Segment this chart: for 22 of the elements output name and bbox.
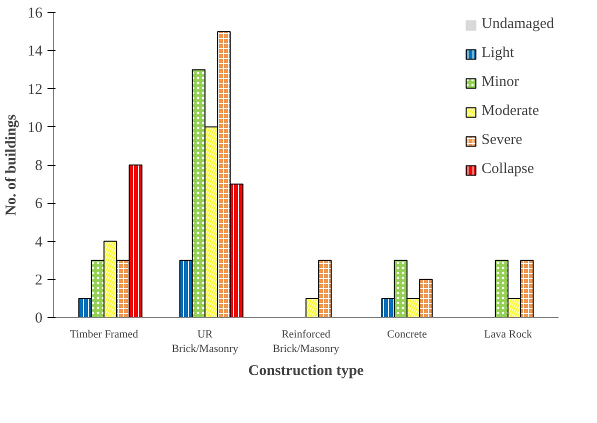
x-axis-title: Construction type <box>248 362 364 379</box>
legend-label: Light <box>482 45 514 62</box>
y-tick-label: 8 <box>35 158 42 174</box>
y-tick-label: 10 <box>28 120 42 136</box>
legend-label: Minor <box>482 74 520 91</box>
y-tick-label: 12 <box>28 82 42 98</box>
x-tick-label: Lava Rock <box>484 328 532 340</box>
y-axis-title: No. of buildings <box>4 114 20 216</box>
y-tick-label: 0 <box>35 310 42 326</box>
x-tick-label: Timber Framed <box>70 328 139 340</box>
legend-label: Moderate <box>482 103 539 120</box>
legend-label: Collapse <box>482 161 534 178</box>
x-tick-label: UR Brick/Masonry <box>172 328 239 355</box>
y-tick-label: 14 <box>28 44 43 60</box>
x-tick-label: Reinforced Brick/Masonry <box>272 328 340 355</box>
y-tick-label: 2 <box>35 272 42 288</box>
x-tick-label: Concrete <box>387 328 427 340</box>
legend-label: Severe <box>482 132 522 149</box>
y-tick-label: 16 <box>28 6 43 22</box>
legend-label: Undamaged <box>482 16 554 33</box>
y-tick-label: 4 <box>35 234 43 250</box>
y-tick-label: 6 <box>35 196 43 212</box>
